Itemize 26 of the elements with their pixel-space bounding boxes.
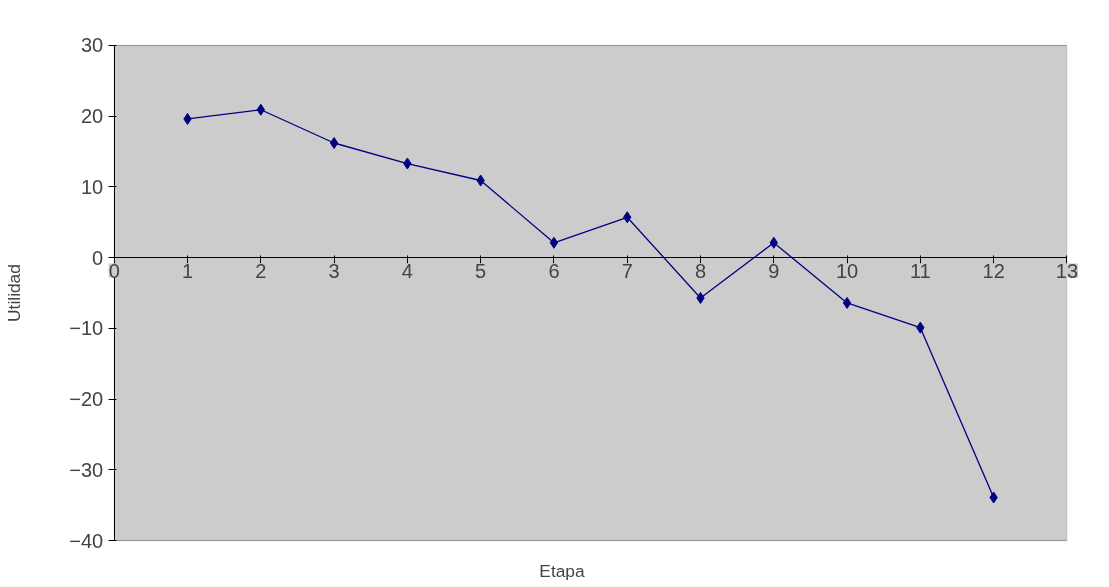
x-tick-label: 12 (982, 259, 1005, 282)
point (842, 296, 852, 309)
x-tick-label: 13 (1055, 259, 1079, 282)
x-tick-label: 2 (255, 259, 267, 282)
y-tick-label: −20 (69, 388, 104, 411)
y-tick-label: −30 (69, 458, 104, 481)
x-tick-label: 10 (835, 259, 859, 282)
x-tick-label: 5 (475, 259, 487, 282)
x-tick-label: 6 (548, 259, 560, 282)
point (549, 236, 559, 249)
x-tick-label: 7 (621, 259, 633, 282)
y-tick-label: 20 (80, 105, 104, 128)
y-tick-label: −40 (69, 529, 104, 552)
x-tick-label: 9 (768, 259, 780, 282)
x-axis-title: Etapa (539, 560, 585, 581)
x-tick-label: 4 (401, 259, 413, 282)
point (329, 137, 339, 149)
x-tick-label: 11 (909, 259, 931, 282)
y-tick-label: 10 (80, 175, 104, 198)
x-tick-label: 8 (694, 259, 707, 282)
y-tick-label: 30 (80, 34, 104, 57)
y-tick-label: −10 (69, 317, 104, 340)
x-tick-label: 0 (108, 259, 120, 282)
y-axis-title: Utilidad (3, 264, 24, 322)
x-tick-label: 3 (328, 259, 340, 282)
x-tick-label: 1 (181, 259, 194, 282)
